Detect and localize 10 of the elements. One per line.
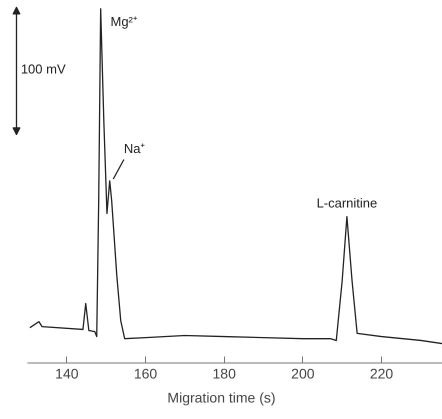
x-tick-label: 160 bbox=[134, 366, 158, 382]
annotation: Mg²⁺ bbox=[110, 14, 137, 29]
annotation: Na⁺ bbox=[124, 141, 144, 156]
annotation: L-carnitine bbox=[316, 196, 378, 211]
x-axis-title: Migration time (s) bbox=[167, 390, 276, 406]
x-tick-label: 220 bbox=[370, 366, 394, 382]
annotation: 100 mV bbox=[20, 62, 66, 77]
x-tick-label: 200 bbox=[291, 366, 315, 382]
x-tick-label: 140 bbox=[55, 366, 79, 382]
x-tick-label: 180 bbox=[212, 366, 236, 382]
